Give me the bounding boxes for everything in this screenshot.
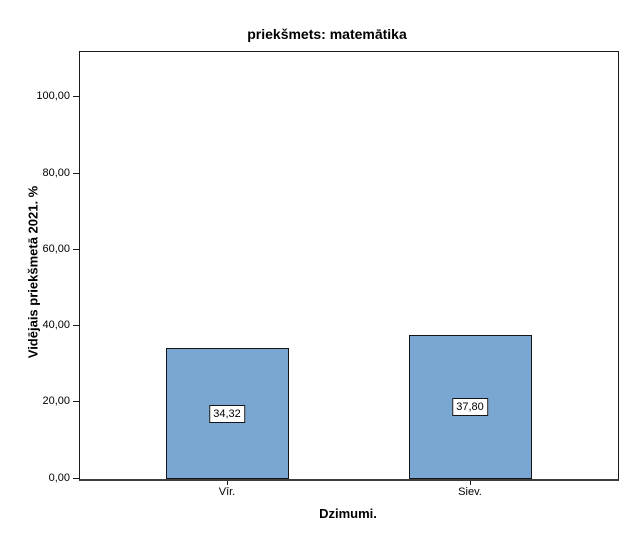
y-axis-tick bbox=[73, 96, 79, 98]
x-axis-tick bbox=[226, 480, 228, 485]
y-axis-tick bbox=[73, 325, 79, 327]
y-axis-tick bbox=[73, 401, 79, 403]
y-axis-title: Vidējais priekšmetā 2021. % bbox=[25, 185, 41, 359]
y-axis-tick-label: 40,00 bbox=[42, 319, 70, 332]
y-axis-tick-label: 100,00 bbox=[36, 90, 70, 103]
plot-area: 0,00 20,00 40,00 60,00 80,00 100,00 34,32 Vīr. 3… bbox=[36, 51, 619, 498]
bar-value-label: 37,80 bbox=[452, 397, 488, 416]
y-axis-tick bbox=[73, 248, 79, 250]
y-axis-tick bbox=[73, 172, 79, 174]
chart-title: priekšmets: matemātika bbox=[247, 26, 407, 42]
bar: 34,32 bbox=[165, 348, 289, 479]
x-axis-tick bbox=[469, 480, 471, 485]
x-category-label: Siev. bbox=[458, 486, 482, 498]
y-axis-tick-label: 0,00 bbox=[48, 471, 70, 484]
bar-value-label: 34,32 bbox=[209, 404, 245, 423]
y-axis-tick-label: 20,00 bbox=[42, 395, 70, 408]
bar: 37,80 bbox=[408, 334, 532, 479]
y-axis-tick-label: 80,00 bbox=[42, 166, 70, 179]
x-category-label: Vīr. bbox=[218, 486, 236, 498]
y-axis-tick-label: 60,00 bbox=[42, 242, 70, 255]
x-axis-title: Dzimumi. bbox=[319, 506, 377, 521]
y-axis-tick bbox=[73, 477, 79, 479]
